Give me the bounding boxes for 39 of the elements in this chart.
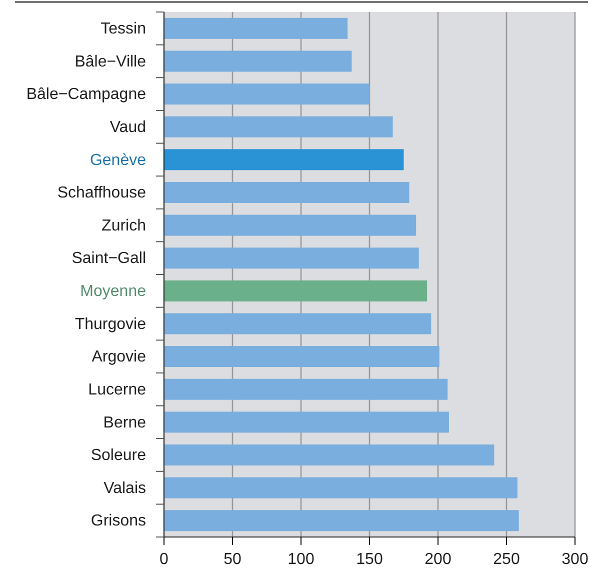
y-tick-label: Genève	[90, 152, 146, 169]
bar	[164, 116, 393, 138]
bar	[164, 248, 419, 269]
y-tick-label: Bâle−Campagne	[26, 86, 146, 104]
y-tick-label: Grisons	[90, 512, 146, 530]
x-tick-label: 0	[160, 551, 169, 568]
bar	[164, 214, 416, 236]
x-tick-label: 200	[424, 551, 452, 568]
bar	[164, 510, 519, 532]
x-tick-label: 50	[224, 551, 242, 568]
y-tick-label: Argovie	[92, 348, 146, 366]
y-tick-label: Moyenne	[80, 283, 146, 300]
bar	[164, 313, 432, 334]
bar	[164, 18, 348, 39]
x-tick-label: 250	[493, 551, 520, 568]
bar	[164, 84, 370, 105]
bar	[164, 444, 494, 466]
x-tick-label: 300	[562, 551, 588, 568]
y-tick-label: Thurgovie	[74, 316, 146, 333]
y-tick-label: Schaffhouse	[57, 184, 146, 202]
y-tick-label: Berne	[103, 414, 146, 432]
y-tick-label: Zurich	[102, 217, 146, 234]
y-tick-label: Soleure	[90, 447, 146, 464]
bar	[164, 182, 410, 203]
x-tick-label: 100	[288, 551, 314, 568]
bar	[164, 149, 404, 170]
y-tick-label: Bâle−Ville	[74, 53, 146, 70]
bar	[164, 280, 428, 302]
y-tick-label: Tessin	[100, 20, 146, 38]
bar	[164, 477, 518, 498]
y-tick-label: Vaud	[110, 118, 146, 136]
bar	[164, 346, 440, 368]
bar	[164, 378, 448, 400]
bar	[164, 412, 449, 433]
x-tick-label: 150	[356, 551, 383, 568]
y-tick-label: Saint−Gall	[72, 250, 146, 268]
y-tick-label: Valais	[104, 480, 146, 497]
bar	[164, 50, 352, 72]
y-tick-label: Lucerne	[88, 381, 146, 398]
